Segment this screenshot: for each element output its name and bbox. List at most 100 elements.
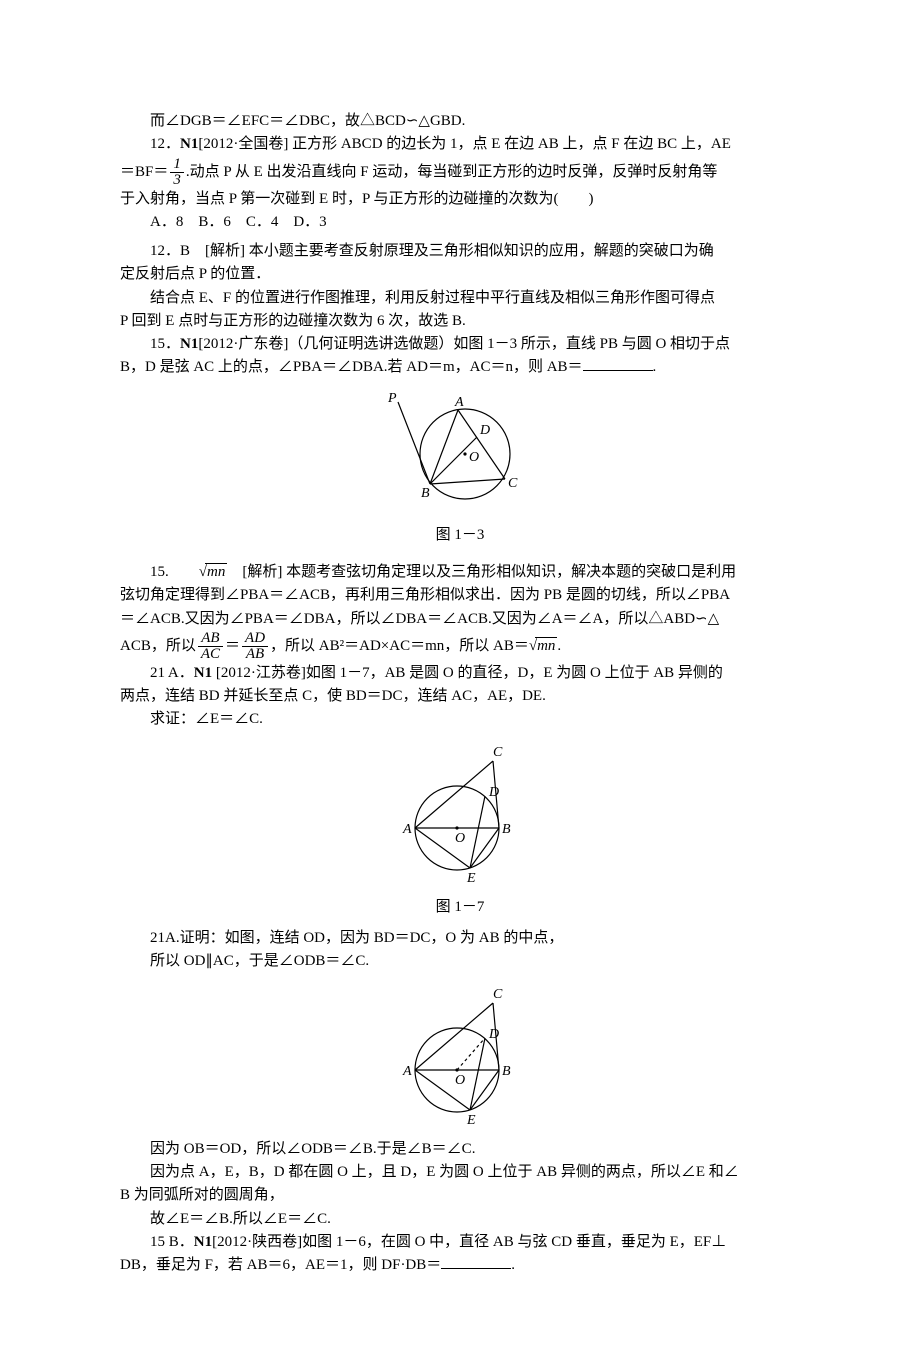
tag: N1 — [194, 665, 216, 681]
q-number: 21 A． — [150, 665, 194, 681]
figure-svg: A B C D O P — [380, 384, 540, 514]
text-line: ACB，所以ABAC＝ADAB，所以 AB²＝AD×AC＝mn，所以 AB＝mn… — [120, 631, 800, 662]
text: 而∠DGB＝∠EFC＝∠DBC，故△BCD∽△GBD. — [150, 113, 465, 129]
fraction-ad-ab: ADAB — [242, 631, 268, 662]
text: .动点 P 从 E 出发沿直线向 F 运动，每当碰到正方形的边时反弹，反弹时反射… — [186, 163, 718, 179]
text: [解析] 本题考查弦切角定理以及三角形相似知识，解决本题的突破口是利用 — [227, 564, 736, 580]
label-P: P — [387, 391, 397, 406]
text: 因为点 A，E，B，D 都在圆 O 上，且 D，E 为圆 O 上位于 AB 异侧… — [150, 1164, 739, 1180]
label-E: E — [466, 871, 476, 886]
text-line: 因为 OB＝OD，所以∠ODB＝∠B.于是∠B＝∠C. — [120, 1138, 800, 1161]
text: ＝BF＝ — [120, 163, 168, 179]
text-line: B 为同弧所对的圆周角， — [120, 1184, 800, 1207]
blank-field — [441, 1255, 511, 1270]
figure-caption: 图 1－7 — [120, 896, 800, 919]
text: 定反射后点 P 的位置． — [120, 266, 270, 282]
text: 弦切角定理得到∠PBA＝∠ACB，再利用三角形相似求出．因为 PB 是圆的切线，… — [120, 587, 730, 603]
label-A: A — [402, 1064, 412, 1079]
label-O: O — [469, 450, 479, 465]
choice-line: A．8 B．6 C．4 D．3 — [120, 211, 800, 234]
denominator: AB — [242, 646, 268, 662]
label-B: B — [502, 822, 511, 837]
answer-label: 15. — [150, 564, 169, 580]
label-D: D — [479, 423, 490, 438]
text: . — [511, 1257, 515, 1273]
text: 21A.证明：如图，连结 OD，因为 BD＝DC，O 为 AB 的中点， — [150, 930, 563, 946]
label-C: C — [508, 476, 518, 491]
text: [2012·陕西卷]如图 1－6，在圆 O 中，直径 AB 与弦 CD 垂直，垂… — [212, 1234, 726, 1250]
text: 两点，连结 BD 并延长至点 C，使 BD＝DC，连结 AC，AE，DE. — [120, 688, 546, 704]
text: DB，垂足为 F，若 AB＝6，AE＝1，则 DF·DB＝ — [120, 1257, 441, 1273]
text: 因为 OB＝OD，所以∠ODB＝∠B.于是∠B＝∠C. — [150, 1141, 475, 1157]
denominator: AC — [198, 646, 223, 662]
text-line: 因为点 A，E，B，D 都在圆 O 上，且 D，E 为圆 O 上位于 AB 异侧… — [120, 1161, 800, 1184]
equals: ＝ — [225, 638, 240, 654]
text-line: 弦切角定理得到∠PBA＝∠ACB，再利用三角形相似求出．因为 PB 是圆的切线，… — [120, 584, 800, 607]
q-number: 15 B． — [150, 1234, 194, 1250]
label-A: A — [454, 395, 464, 410]
text-line: 定反射后点 P 的位置． — [120, 263, 800, 286]
label-O: O — [455, 1073, 465, 1088]
numerator: AB — [198, 631, 223, 646]
text: [2012·江苏卷]如图 1－7，AB 是圆 O 的直径，D，E 为圆 O 上位… — [216, 665, 723, 681]
sqrt-mn: mn — [169, 561, 228, 584]
figure-svg: A B C D E O — [385, 978, 535, 1128]
text: 于入射角，当点 P 第一次碰到 E 时，P 与正方形的边碰撞的次数为( ) — [120, 191, 593, 207]
caption-text: 图 1－3 — [436, 527, 485, 543]
text: [2012·全国卷] 正方形 ABCD 的边长为 1，点 E 在边 AB 上，点… — [198, 136, 731, 152]
text: 结合点 E、F 的位置进行作图推理，利用反射过程中平行直线及相似三角形作图可得点 — [150, 290, 715, 306]
figure-proof-21a: A B C D E O — [120, 978, 800, 1136]
text-line: P 回到 E 点时与正方形的边碰撞次数为 6 次，故选 B. — [120, 310, 800, 333]
q-number: 12． — [150, 136, 180, 152]
text-line: 求证：∠E＝∠C. — [120, 708, 800, 731]
text-line: 15 B．N1[2012·陕西卷]如图 1－6，在圆 O 中，直径 AB 与弦 … — [120, 1231, 800, 1254]
text-line: DB，垂足为 F，若 AB＝6，AE＝1，则 DF·DB＝. — [120, 1254, 800, 1277]
text: 故∠E＝∠B.所以∠E＝∠C. — [150, 1211, 331, 1227]
text-line: 21A.证明：如图，连结 OD，因为 BD＝DC，O 为 AB 的中点， — [120, 927, 800, 950]
choices: A．8 B．6 C．4 D．3 — [150, 214, 327, 230]
label-E: E — [466, 1113, 476, 1128]
figure-svg: A B C D E O — [385, 736, 535, 886]
text-line: 12．B [解析] 本小题主要考查反射原理及三角形相似知识的应用，解题的突破口为… — [120, 240, 800, 263]
text-line: 21 A．N1 [2012·江苏卷]如图 1－7，AB 是圆 O 的直径，D，E… — [120, 662, 800, 685]
fraction-one-third: 13 — [170, 157, 184, 188]
radicand: mn — [205, 563, 227, 580]
label-B: B — [421, 486, 430, 501]
label-C: C — [493, 987, 503, 1002]
radicand: mn — [535, 637, 557, 654]
text-line: 于入射角，当点 P 第一次碰到 E 时，P 与正方形的边碰撞的次数为( ) — [120, 188, 800, 211]
figure-1-7: A B C D E O — [120, 736, 800, 894]
q-number: 15． — [150, 336, 180, 352]
tag: N1 — [194, 1234, 212, 1250]
text: [解析] 本小题主要考查反射原理及三角形相似知识的应用，解题的突破口为确 — [205, 243, 714, 259]
blank-field — [583, 357, 653, 372]
label-C: C — [493, 745, 503, 760]
sqrt-mn: mn — [529, 635, 558, 658]
text: ACB，所以 — [120, 638, 196, 654]
text: ，所以 AB²＝AD×AC＝mn，所以 AB＝ — [270, 638, 529, 654]
numerator: 1 — [170, 157, 184, 172]
text: 所以 OD∥AC，于是∠ODB＝∠C. — [150, 953, 369, 969]
text-line: 12．N1[2012·全国卷] 正方形 ABCD 的边长为 1，点 E 在边 A… — [120, 133, 800, 156]
text: 求证：∠E＝∠C. — [150, 711, 263, 727]
fraction-ab-ac: ABAC — [198, 631, 223, 662]
text-line: 结合点 E、F 的位置进行作图推理，利用反射过程中平行直线及相似三角形作图可得点 — [120, 287, 800, 310]
text: ＝∠ACB.又因为∠PBA＝∠DBA，所以∠DBA＝∠ACB.又因为∠A＝∠A，… — [120, 611, 719, 627]
label-O: O — [455, 831, 465, 846]
figure-caption: 图 1－3 — [120, 524, 800, 547]
tag: N1 — [180, 336, 198, 352]
answer-label: 12．B — [150, 243, 205, 259]
label-D: D — [488, 785, 499, 800]
text-line: 故∠E＝∠B.所以∠E＝∠C. — [120, 1208, 800, 1231]
text: B 为同弧所对的圆周角， — [120, 1187, 284, 1203]
text-line: 两点，连结 BD 并延长至点 C，使 BD＝DC，连结 AC，AE，DE. — [120, 685, 800, 708]
text-line: 15．N1[2012·广东卷]（几何证明选讲选做题）如图 1－3 所示，直线 P… — [120, 333, 800, 356]
text: . — [653, 359, 657, 375]
tag: N1 — [180, 136, 198, 152]
figure-1-3: A B C D O P — [120, 384, 800, 522]
text-line: B，D 是弦 AC 上的点，∠PBA＝∠DBA.若 AD＝m，AC＝n，则 AB… — [120, 356, 800, 379]
numerator: AD — [242, 631, 268, 646]
text-line: 所以 OD∥AC，于是∠ODB＝∠C. — [120, 950, 800, 973]
text: B，D 是弦 AC 上的点，∠PBA＝∠DBA.若 AD＝m，AC＝n，则 AB… — [120, 359, 583, 375]
label-A: A — [402, 822, 412, 837]
